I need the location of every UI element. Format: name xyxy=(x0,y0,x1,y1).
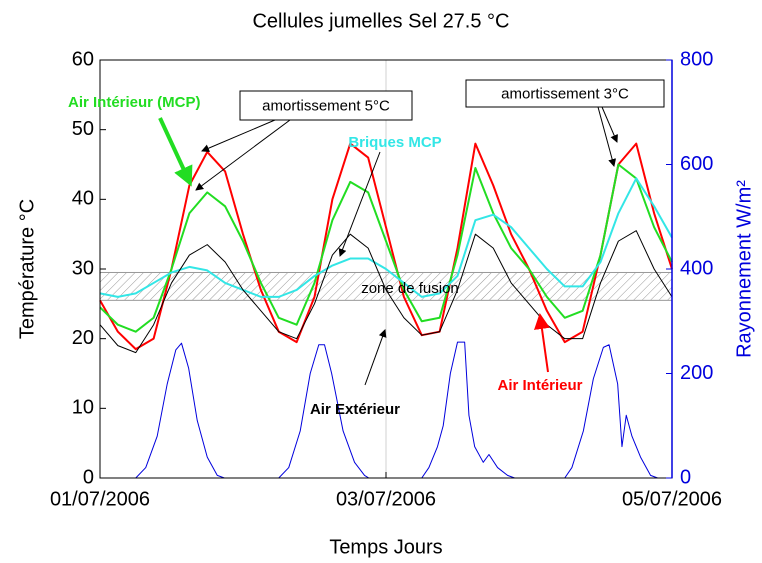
y-tick-label: 30 xyxy=(72,257,94,279)
series-label: Air Extérieur xyxy=(310,401,400,418)
arrow xyxy=(597,106,617,167)
lines xyxy=(99,142,673,479)
x-tick-label: 03/07/2006 xyxy=(336,488,436,510)
arrow xyxy=(201,119,276,152)
y-tick-label: 50 xyxy=(72,118,94,140)
band-label: zone de fusion xyxy=(361,280,459,297)
arrow xyxy=(158,117,193,187)
y-axis-label: Température °C xyxy=(16,199,38,339)
series-line xyxy=(99,142,673,351)
annotation: amortissement 3°C xyxy=(501,85,629,102)
arrow xyxy=(338,151,381,257)
series-label: Briques MCP xyxy=(348,134,441,151)
y2-tick-label: 400 xyxy=(680,257,713,279)
series-line xyxy=(99,163,673,333)
arrows xyxy=(158,106,618,386)
series-line xyxy=(99,230,673,354)
arrow xyxy=(195,119,291,191)
arrow xyxy=(534,313,550,373)
x-axis-label: Temps Jours xyxy=(329,536,442,558)
y2-tick-label: 600 xyxy=(680,153,713,175)
y-tick-label: 40 xyxy=(72,188,94,210)
annotation-box xyxy=(239,90,413,121)
annotations: zone de fusion Air Intérieur Air Intérieur… xyxy=(68,79,665,418)
x-tick-label: 05/07/2006 xyxy=(622,488,722,510)
annotation-box xyxy=(465,79,665,108)
chart-title: Cellules jumelles Sel 27.5 °C xyxy=(252,10,509,32)
arrow xyxy=(601,106,618,143)
y-tick-label: 0 xyxy=(83,466,94,488)
y2-tick-label: 0 xyxy=(680,466,691,488)
series-line xyxy=(100,341,672,479)
series-line xyxy=(99,177,673,298)
series-label: Air Intérieur xyxy=(497,377,582,394)
y2-tick-label: 200 xyxy=(680,362,713,384)
y2-tick-label: 800 xyxy=(680,48,713,70)
series-label: Air Intérieur (MCP) xyxy=(68,94,201,111)
axes: 01/07/2006 03/07/2006 05/07/20060102030405… xyxy=(50,48,722,510)
arrow xyxy=(364,329,387,386)
y-tick-label: 10 xyxy=(72,397,94,419)
y-tick-label: 60 xyxy=(72,48,94,70)
annotation: amortissement 5°C xyxy=(262,97,390,114)
y2-axis-label: Rayonnement W/m² xyxy=(733,180,755,358)
x-tick-label: 01/07/2006 xyxy=(50,488,150,510)
y-tick-label: 20 xyxy=(72,327,94,349)
